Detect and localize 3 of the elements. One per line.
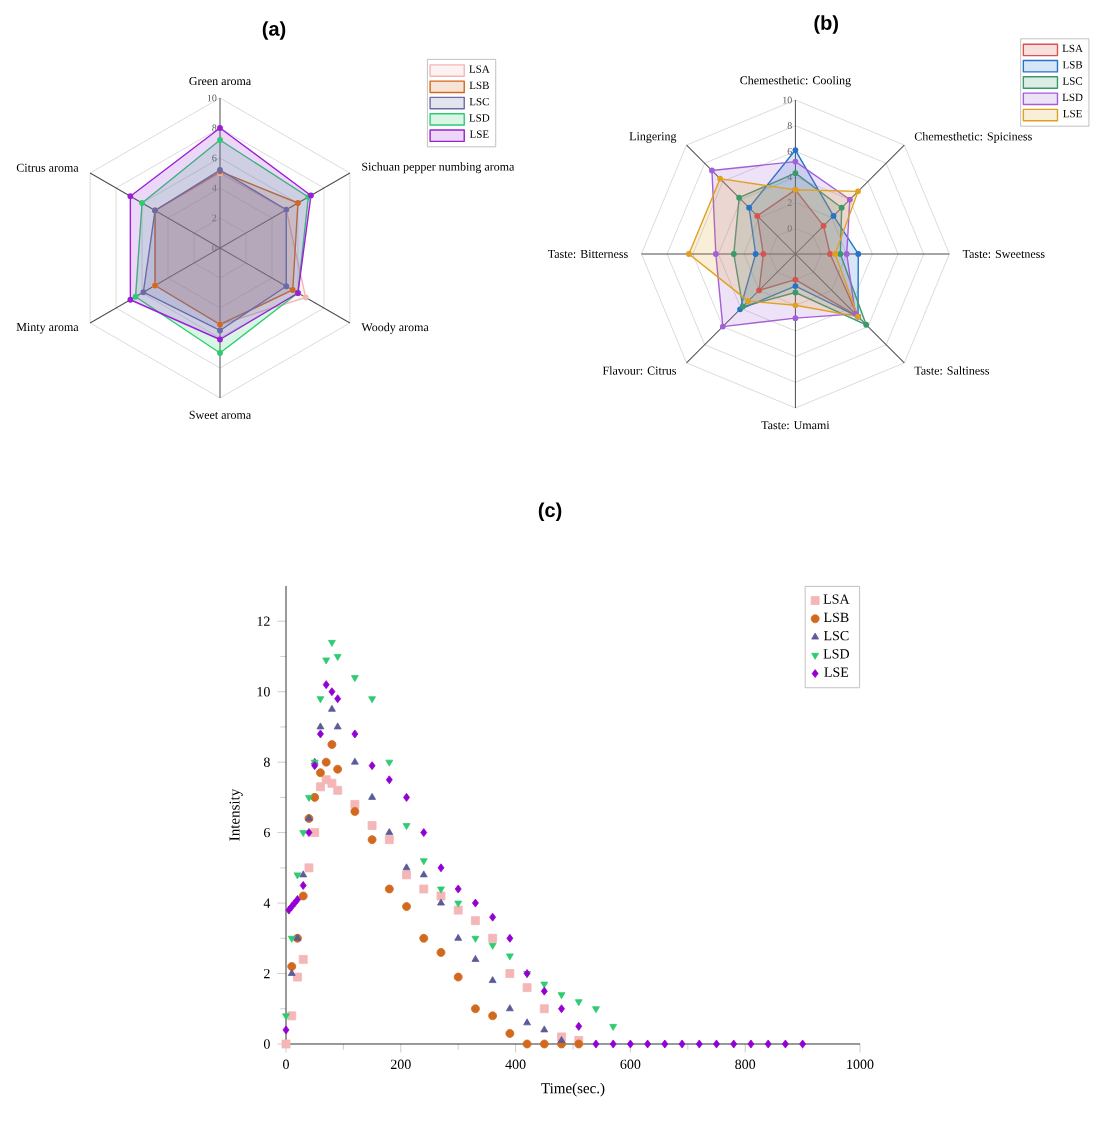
chart-title: (a) (262, 21, 286, 40)
chart-title: (c) (538, 502, 562, 522)
chart-title: (b) (814, 15, 838, 34)
